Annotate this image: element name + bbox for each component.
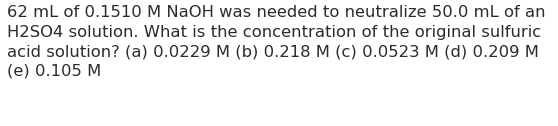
Text: 62 mL of 0.1510 M NaOH was needed to neutralize 50.0 mL of an
H2SO4 solution. Wh: 62 mL of 0.1510 M NaOH was needed to neu… [7,5,545,79]
